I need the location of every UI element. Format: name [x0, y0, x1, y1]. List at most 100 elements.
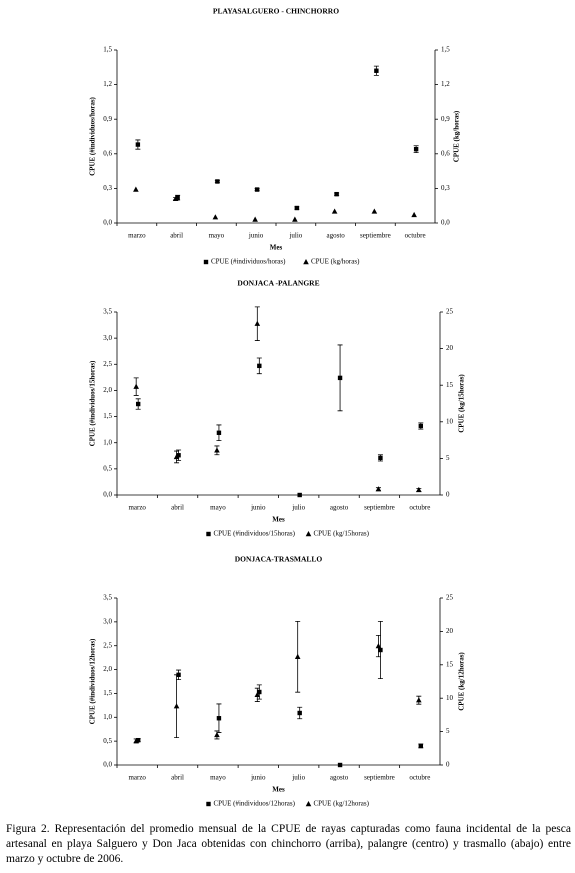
- legend-label: CPUE (#individuos/12horas): [214, 800, 296, 808]
- x-tick-label: agosto: [326, 232, 345, 240]
- data-point: [337, 375, 343, 381]
- y2-axis-label: CPUE (kg/15horas): [458, 374, 466, 433]
- data-point: [418, 423, 424, 429]
- data-point: [413, 146, 419, 152]
- y-tick-label: 3,0: [103, 334, 112, 342]
- y-tick-label: 0,6: [103, 149, 112, 157]
- y2-tick-label: 0,9: [441, 115, 450, 123]
- y-tick-label: 2,5: [103, 360, 112, 368]
- data-point: [257, 689, 262, 695]
- x-tick-label: julio: [288, 232, 302, 240]
- y-tick-label: 2,0: [103, 665, 112, 673]
- x-tick-label: marzo: [128, 504, 146, 512]
- y2-axis-label: CPUE (kg/horas): [453, 110, 461, 162]
- caption: Figura 2. Representación del promedio me…: [6, 823, 571, 865]
- x-tick-label: abril: [171, 774, 184, 782]
- y-tick-label: 0,0: [103, 761, 112, 769]
- y-tick-label: 1,5: [103, 689, 112, 697]
- data-point: [216, 716, 222, 721]
- chart-title: DONJACA-TRASMALLO: [235, 555, 323, 564]
- data-point: [375, 643, 382, 649]
- y-tick-label: 0,0: [103, 491, 112, 499]
- data-point: [254, 187, 260, 192]
- data-point: [294, 653, 301, 659]
- y-tick-label: 0,3: [103, 184, 112, 192]
- data-point: [374, 68, 379, 73]
- x-tick-label: octubre: [409, 774, 430, 782]
- x-tick-label: octubre: [405, 232, 426, 240]
- legend-marker: [203, 259, 209, 265]
- data-point: [212, 214, 219, 220]
- y2-tick-label: 0: [446, 491, 450, 499]
- x-tick-label: septiembre: [364, 774, 395, 782]
- x-tick-label: septiembre: [360, 232, 391, 240]
- x-tick-label: junio: [250, 504, 266, 512]
- data-point: [297, 710, 302, 716]
- y-tick-label: 3,5: [103, 594, 112, 602]
- x-axis-label: Mes: [270, 244, 283, 252]
- data-point: [135, 142, 141, 147]
- y2-tick-label: 0: [446, 761, 450, 769]
- y-axis-label: CPUE (#individuos/12horas): [89, 638, 97, 724]
- y2-tick-label: 15: [446, 660, 454, 668]
- y-tick-label: 2,0: [103, 386, 112, 394]
- y-tick-label: 0,0: [103, 219, 112, 227]
- x-axis-label: Mes: [272, 786, 285, 794]
- legend-marker: [305, 801, 312, 807]
- x-tick-label: agosto: [330, 774, 349, 782]
- x-tick-label: marzo: [128, 774, 146, 782]
- x-tick-label: octubre: [409, 504, 430, 512]
- legend-label: CPUE (kg/12horas): [314, 800, 370, 808]
- data-point: [292, 216, 298, 222]
- x-tick-label: abril: [171, 504, 184, 512]
- y-axis-label: CPUE (#individuos/horas): [89, 96, 97, 175]
- data-point: [176, 453, 181, 458]
- y-tick-label: 0,5: [103, 737, 112, 745]
- data-point: [173, 453, 180, 460]
- x-tick-label: septiembre: [364, 504, 395, 512]
- y2-tick-label: 5: [446, 727, 450, 735]
- data-point: [378, 455, 383, 461]
- data-point: [331, 208, 338, 214]
- y-tick-label: 1,2: [103, 80, 112, 88]
- data-point: [294, 205, 300, 211]
- x-tick-label: junio: [250, 774, 266, 782]
- y2-tick-label: 1,5: [441, 46, 450, 54]
- legend-label: CPUE (#individuos/15horas): [214, 530, 296, 538]
- y-tick-label: 1,5: [103, 46, 112, 54]
- data-point: [133, 383, 139, 389]
- chart-title: DONJACA -PALANGRE: [237, 279, 319, 288]
- y2-tick-label: 10: [446, 417, 454, 425]
- y-tick-label: 1,0: [103, 438, 112, 446]
- x-tick-label: agosto: [330, 504, 349, 512]
- data-point: [297, 492, 302, 498]
- data-point: [334, 191, 339, 197]
- data-point: [214, 731, 220, 738]
- y2-tick-label: 0,0: [441, 219, 450, 227]
- y2-tick-label: 25: [446, 594, 454, 602]
- y-tick-label: 3,0: [103, 617, 112, 625]
- data-point: [257, 363, 262, 369]
- y2-tick-label: 25: [446, 308, 454, 316]
- x-tick-label: julio: [291, 774, 305, 782]
- data-point: [133, 737, 139, 744]
- legend-marker: [206, 801, 211, 807]
- data-point: [215, 179, 220, 184]
- data-point: [173, 703, 180, 709]
- legend-marker: [303, 259, 309, 265]
- x-tick-label: julio: [291, 504, 305, 512]
- y2-tick-label: 15: [446, 381, 454, 389]
- y-tick-label: 0,5: [103, 464, 112, 472]
- data-point: [416, 697, 422, 703]
- x-tick-label: abril: [170, 232, 183, 240]
- y2-axis-label: CPUE (kg/12horas): [458, 652, 466, 711]
- y-tick-label: 1,0: [103, 713, 112, 721]
- data-point: [418, 743, 424, 749]
- data-point: [216, 430, 222, 435]
- data-point: [416, 486, 422, 493]
- data-point: [254, 320, 261, 326]
- data-point: [172, 195, 179, 201]
- y2-tick-label: 5: [446, 454, 450, 462]
- data-point: [254, 691, 261, 698]
